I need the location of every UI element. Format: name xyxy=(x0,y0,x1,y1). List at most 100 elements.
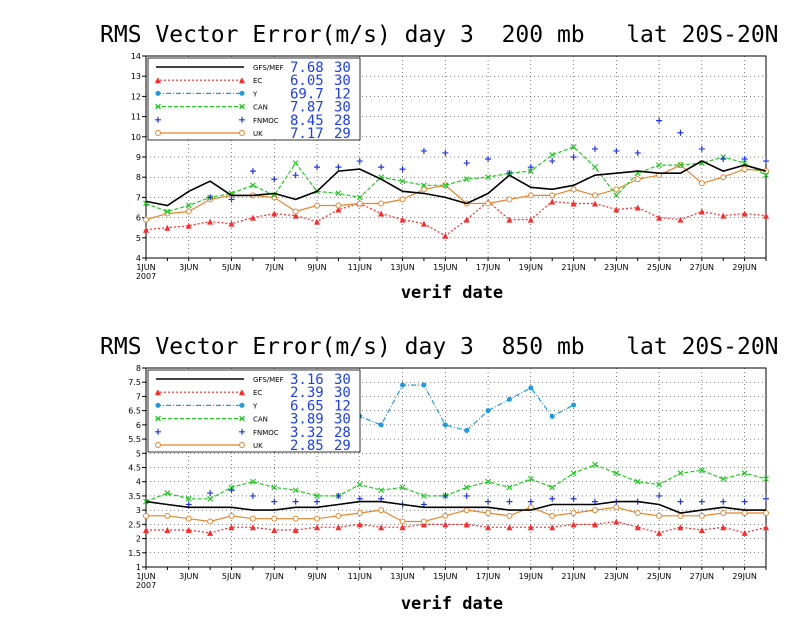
y-tick-label: 2.5 xyxy=(128,520,141,529)
data-point xyxy=(442,232,449,239)
data-point xyxy=(549,192,556,199)
data-point xyxy=(741,470,748,477)
data-point xyxy=(485,478,491,485)
series-uk xyxy=(143,162,769,223)
x-tick-label: 1JUN xyxy=(136,263,155,272)
chart-200mb: RMS Vector Error(m/s) day 3 200 mb lat 2… xyxy=(100,22,779,303)
data-point xyxy=(613,206,620,213)
y-tick-label: 3 xyxy=(136,506,141,515)
data-point xyxy=(549,413,555,419)
data-point xyxy=(335,492,342,499)
data-point xyxy=(527,216,534,223)
data-point xyxy=(698,527,705,534)
legend-series-mean: 3.16 xyxy=(290,372,324,388)
data-point xyxy=(570,509,577,516)
x-tick-label: 9JUN xyxy=(307,263,326,272)
x-year-label: 2007 xyxy=(136,581,156,590)
data-point xyxy=(399,484,406,491)
data-point xyxy=(378,495,385,502)
data-point xyxy=(592,461,598,468)
y-tick-label: 10 xyxy=(131,133,141,142)
data-point xyxy=(763,212,769,219)
data-point xyxy=(591,145,598,152)
data-point xyxy=(656,529,663,536)
y-tick-label: 9 xyxy=(136,153,141,162)
data-point xyxy=(763,172,769,179)
x-tick-label: 23JUN xyxy=(604,263,628,272)
data-point xyxy=(239,402,245,408)
data-point xyxy=(271,176,278,183)
chart-title: RMS Vector Error(m/s) day 3 200 mb lat 2… xyxy=(100,22,779,48)
data-point xyxy=(228,196,235,203)
data-point xyxy=(741,529,748,536)
data-point xyxy=(570,143,577,150)
data-point xyxy=(164,208,171,215)
data-point xyxy=(463,216,470,223)
data-point xyxy=(207,490,214,497)
y-tick-label: 12 xyxy=(131,92,141,101)
data-point xyxy=(591,192,598,199)
data-point xyxy=(549,512,556,519)
data-point xyxy=(442,149,449,156)
data-point xyxy=(485,524,492,531)
data-point xyxy=(155,77,161,84)
data-point xyxy=(399,166,406,173)
x-tick-label: 19JUN xyxy=(519,572,543,581)
data-point xyxy=(228,220,235,227)
data-point xyxy=(207,495,214,502)
data-point xyxy=(506,498,513,505)
data-point xyxy=(591,507,598,514)
legend-series-mean: 3.32 xyxy=(290,425,324,441)
data-point xyxy=(249,214,256,221)
x-tick-label: 5JUN xyxy=(222,572,241,581)
data-point xyxy=(228,512,235,519)
data-point xyxy=(741,498,748,505)
data-point xyxy=(485,200,492,207)
series-line xyxy=(145,160,767,207)
data-point xyxy=(506,524,513,531)
series-line xyxy=(337,384,574,432)
data-point xyxy=(527,192,534,199)
y-tick-label: 6.5 xyxy=(128,407,141,416)
x-tick-label: 17JUN xyxy=(476,572,500,581)
data-point xyxy=(677,129,684,136)
data-point xyxy=(570,186,577,193)
data-point xyxy=(442,521,449,528)
data-point xyxy=(527,498,534,505)
data-point xyxy=(613,518,620,525)
data-point xyxy=(399,178,406,185)
data-point xyxy=(185,222,192,229)
data-point xyxy=(677,512,684,519)
data-point xyxy=(741,160,748,166)
x-tick-label: 9JUN xyxy=(307,572,326,581)
data-point xyxy=(656,117,663,124)
series-ec xyxy=(143,198,769,239)
data-point xyxy=(570,154,577,160)
data-point xyxy=(335,524,342,531)
data-point xyxy=(378,164,385,171)
x-tick-label: 7JUN xyxy=(265,263,284,272)
x-tick-label: 27JUN xyxy=(690,263,714,272)
series-line xyxy=(146,520,767,534)
x-tick-label: 7JUN xyxy=(265,572,284,581)
series-can xyxy=(143,143,769,215)
data-point xyxy=(378,507,385,514)
x-tick-label: 11JUN xyxy=(348,572,372,581)
data-point xyxy=(378,524,385,531)
data-point xyxy=(271,527,278,534)
x-tick-label: 27JUN xyxy=(690,572,714,581)
legend-series-mean: 6.05 xyxy=(290,73,324,89)
data-point xyxy=(464,428,470,434)
data-point xyxy=(463,521,470,528)
data-point xyxy=(421,382,427,388)
y-tick-label: 5.5 xyxy=(128,435,141,444)
data-point xyxy=(239,442,245,448)
x-tick-label: 1JUN xyxy=(136,572,155,581)
data-point xyxy=(613,504,620,511)
data-point xyxy=(421,182,427,189)
data-point xyxy=(271,484,278,491)
data-point xyxy=(698,145,705,152)
legend-series-name: EC xyxy=(253,77,262,85)
data-point xyxy=(155,402,161,408)
data-point xyxy=(239,90,245,96)
